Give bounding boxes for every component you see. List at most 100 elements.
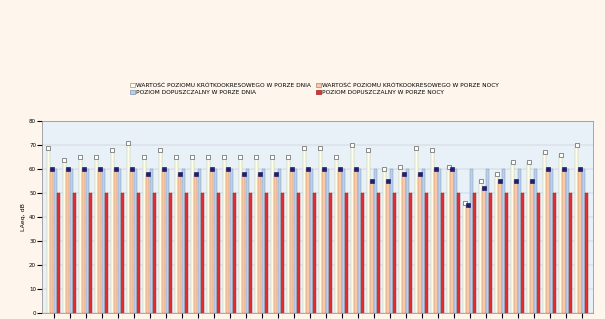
Bar	[322, 169, 325, 313]
Bar	[143, 157, 146, 313]
Bar	[390, 169, 393, 313]
Legend: WARTOŚĆ POZIOMU KRÓTKOOKRESOWEGO W PORZE DNIA, POZIOM DOPUSZCZALNY W PORZE DNIA,: WARTOŚĆ POZIOMU KRÓTKOOKRESOWEGO W PORZE…	[128, 81, 502, 98]
Bar	[393, 193, 396, 313]
Bar	[169, 193, 172, 313]
Bar	[585, 193, 589, 313]
Bar	[246, 169, 249, 313]
Bar	[121, 193, 125, 313]
Bar	[265, 193, 269, 313]
Bar	[249, 193, 252, 313]
Bar	[102, 169, 105, 313]
Bar	[505, 193, 508, 313]
Bar	[454, 169, 457, 313]
Bar	[502, 169, 505, 313]
Bar	[374, 169, 377, 313]
Bar	[486, 169, 489, 313]
Bar	[242, 174, 246, 313]
Bar	[178, 174, 182, 313]
Bar	[514, 181, 517, 313]
Bar	[230, 169, 233, 313]
Bar	[66, 169, 70, 313]
Bar	[201, 193, 204, 313]
Bar	[278, 169, 281, 313]
Bar	[543, 152, 546, 313]
Bar	[79, 157, 82, 313]
Bar	[105, 193, 108, 313]
Bar	[127, 143, 130, 313]
Bar	[355, 169, 358, 313]
Bar	[351, 145, 354, 313]
Bar	[511, 162, 514, 313]
Bar	[575, 145, 578, 313]
Bar	[82, 169, 85, 313]
Bar	[185, 193, 188, 313]
Bar	[495, 174, 498, 313]
Bar	[559, 155, 562, 313]
Bar	[306, 169, 310, 313]
Bar	[50, 169, 53, 313]
Bar	[482, 188, 486, 313]
Bar	[402, 174, 405, 313]
Bar	[345, 193, 348, 313]
Bar	[98, 169, 102, 313]
Bar	[281, 193, 284, 313]
Bar	[226, 169, 229, 313]
Bar	[319, 147, 322, 313]
Bar	[63, 160, 66, 313]
Bar	[159, 150, 162, 313]
Bar	[470, 169, 473, 313]
Bar	[338, 169, 341, 313]
Bar	[566, 169, 569, 313]
Bar	[434, 169, 437, 313]
Bar	[531, 181, 534, 313]
Bar	[111, 150, 114, 313]
Bar	[211, 169, 214, 313]
Bar	[569, 193, 572, 313]
Bar	[166, 169, 169, 313]
Bar	[217, 193, 220, 313]
Bar	[134, 169, 137, 313]
Bar	[70, 169, 73, 313]
Bar	[578, 169, 581, 313]
Bar	[194, 174, 197, 313]
Bar	[406, 169, 409, 313]
Bar	[383, 169, 386, 313]
Bar	[233, 193, 237, 313]
Bar	[553, 193, 557, 313]
Bar	[361, 193, 364, 313]
Bar	[499, 181, 502, 313]
Bar	[290, 169, 293, 313]
Bar	[325, 169, 329, 313]
Bar	[582, 169, 585, 313]
Bar	[95, 157, 98, 313]
Bar	[550, 169, 553, 313]
Bar	[335, 157, 338, 313]
Bar	[262, 169, 265, 313]
Bar	[73, 193, 76, 313]
Bar	[239, 157, 242, 313]
Bar	[441, 193, 445, 313]
Bar	[522, 193, 525, 313]
Bar	[399, 167, 402, 313]
Bar	[409, 193, 413, 313]
Bar	[182, 169, 185, 313]
Bar	[466, 205, 469, 313]
Bar	[191, 157, 194, 313]
Bar	[370, 181, 373, 313]
Bar	[146, 174, 149, 313]
Bar	[329, 193, 332, 313]
Bar	[457, 193, 460, 313]
Bar	[422, 169, 425, 313]
Bar	[479, 181, 482, 313]
Bar	[537, 193, 540, 313]
Bar	[489, 193, 492, 313]
Bar	[563, 169, 566, 313]
Bar	[438, 169, 441, 313]
Y-axis label: LAeq, dB: LAeq, dB	[21, 203, 27, 231]
Bar	[274, 174, 278, 313]
Bar	[342, 169, 345, 313]
Bar	[418, 174, 422, 313]
Bar	[198, 169, 201, 313]
Bar	[271, 157, 274, 313]
Bar	[294, 169, 297, 313]
